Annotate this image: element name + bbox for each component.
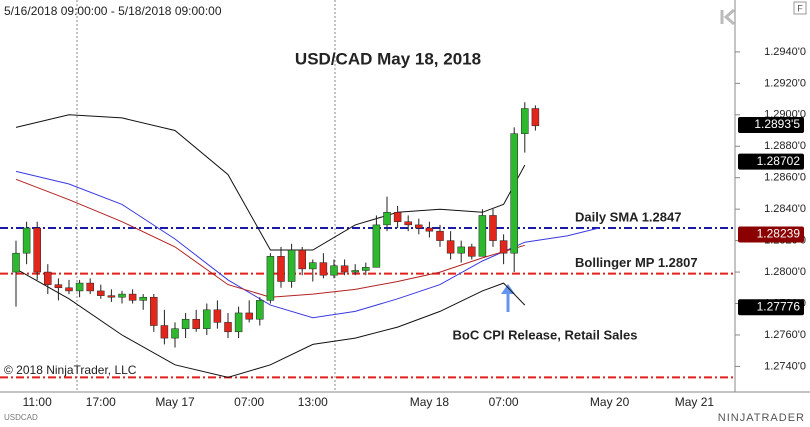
candle-body xyxy=(457,246,465,254)
y-tick-label: 1.2800'0 xyxy=(764,266,806,278)
x-tick-label: 11:00 xyxy=(23,395,52,409)
candle-body xyxy=(436,230,444,241)
button-label[interactable]: F xyxy=(797,3,803,13)
candle-body xyxy=(330,265,338,276)
chart-title: USD/CAD May 18, 2018 xyxy=(295,49,481,68)
price-marker xyxy=(738,117,804,134)
price-marker xyxy=(738,153,804,170)
candle-body xyxy=(298,249,306,270)
candle-body xyxy=(340,265,349,273)
candle-body xyxy=(224,322,232,333)
x-tick-label: May 18 xyxy=(410,395,450,409)
x-tick-label: May 17 xyxy=(155,395,195,409)
candle-body xyxy=(499,240,508,254)
candle-body xyxy=(351,270,359,273)
candle-body xyxy=(22,227,31,254)
candle-body xyxy=(372,224,381,268)
y-tick-label: 1.2740'0 xyxy=(764,360,806,372)
candle-body xyxy=(362,267,370,271)
candle-body xyxy=(489,215,497,241)
price-marker-label: 1.2893'5 xyxy=(754,117,800,131)
candle-body xyxy=(86,282,94,292)
brand-logo: NINJATRADER xyxy=(718,412,805,424)
candle-body xyxy=(181,318,190,329)
candle-body xyxy=(521,108,529,134)
indicator-line xyxy=(15,178,525,298)
candle-body xyxy=(150,296,158,326)
annotation: BoC CPI Release, Retail Sales xyxy=(453,327,638,342)
candle-body xyxy=(256,300,264,320)
indicator-line xyxy=(15,268,526,378)
x-tick-label: 07:00 xyxy=(489,395,519,409)
candle-body xyxy=(160,325,169,339)
candle-body xyxy=(107,295,116,298)
candle-body xyxy=(277,256,285,282)
candle-body xyxy=(266,256,275,301)
candle-body xyxy=(54,284,63,289)
reference-label: Daily SMA 1.2847 xyxy=(575,209,681,224)
candle-body xyxy=(234,312,243,333)
price-marker-label: 1.28239 xyxy=(757,227,801,241)
candle-body xyxy=(97,290,105,296)
y-tick-label: 1.2860'0 xyxy=(764,172,806,184)
candle-body xyxy=(425,227,434,232)
price-marker-label: 1.27776 xyxy=(757,299,801,313)
candle-body xyxy=(478,215,487,257)
candle-body xyxy=(128,293,137,301)
candle-body xyxy=(118,293,126,298)
button-box[interactable] xyxy=(793,1,807,15)
y-tick-label: 1.2840'0 xyxy=(764,203,806,215)
y-tick-label: 1.2920'0 xyxy=(764,77,806,89)
candle-body xyxy=(245,312,253,320)
candle-body xyxy=(44,271,52,285)
price-marker-label: 1.28702 xyxy=(757,154,801,168)
candle-body xyxy=(383,212,391,226)
y-tick-label: 1.2940'0 xyxy=(764,46,806,58)
candle-body xyxy=(213,309,222,323)
candle-body xyxy=(468,246,476,257)
candle-body xyxy=(287,249,296,282)
candle-body xyxy=(510,133,518,254)
candle-body xyxy=(203,309,211,329)
reference-label: Bollinger MP 1.2807 xyxy=(575,255,698,270)
y-tick-label: 1.2880'0 xyxy=(764,140,806,152)
price-marker xyxy=(738,226,804,243)
candle-body xyxy=(309,262,317,270)
candle-body xyxy=(446,240,455,254)
candle-body xyxy=(319,262,328,276)
candle-body xyxy=(393,212,402,222)
x-tick-label: May 21 xyxy=(675,395,715,409)
x-tick-label: 13:00 xyxy=(298,395,328,409)
candle-body xyxy=(192,318,200,329)
candle-body xyxy=(404,221,412,226)
x-tick-label: May 20 xyxy=(590,395,630,409)
candle-body xyxy=(65,287,73,292)
candle-body xyxy=(531,108,540,127)
candle-body xyxy=(33,227,41,273)
header-range: 5/16/2018 09:00:00 - 5/18/2018 09:00:00 xyxy=(4,4,222,18)
price-marker xyxy=(738,299,804,316)
candle-body xyxy=(415,224,423,229)
candle-body xyxy=(75,282,84,292)
candle-body xyxy=(12,252,20,273)
candle-body xyxy=(171,328,179,339)
scroll-icon[interactable] xyxy=(720,8,735,26)
symbol: USDCAD xyxy=(4,413,38,422)
x-tick-label: 17:00 xyxy=(86,395,116,409)
copyright: © 2018 NinjaTrader, LLC xyxy=(4,363,137,377)
y-tick-label: 1.2760'0 xyxy=(764,329,806,341)
candle-body xyxy=(139,296,147,301)
x-tick-label: 07:00 xyxy=(234,395,264,409)
